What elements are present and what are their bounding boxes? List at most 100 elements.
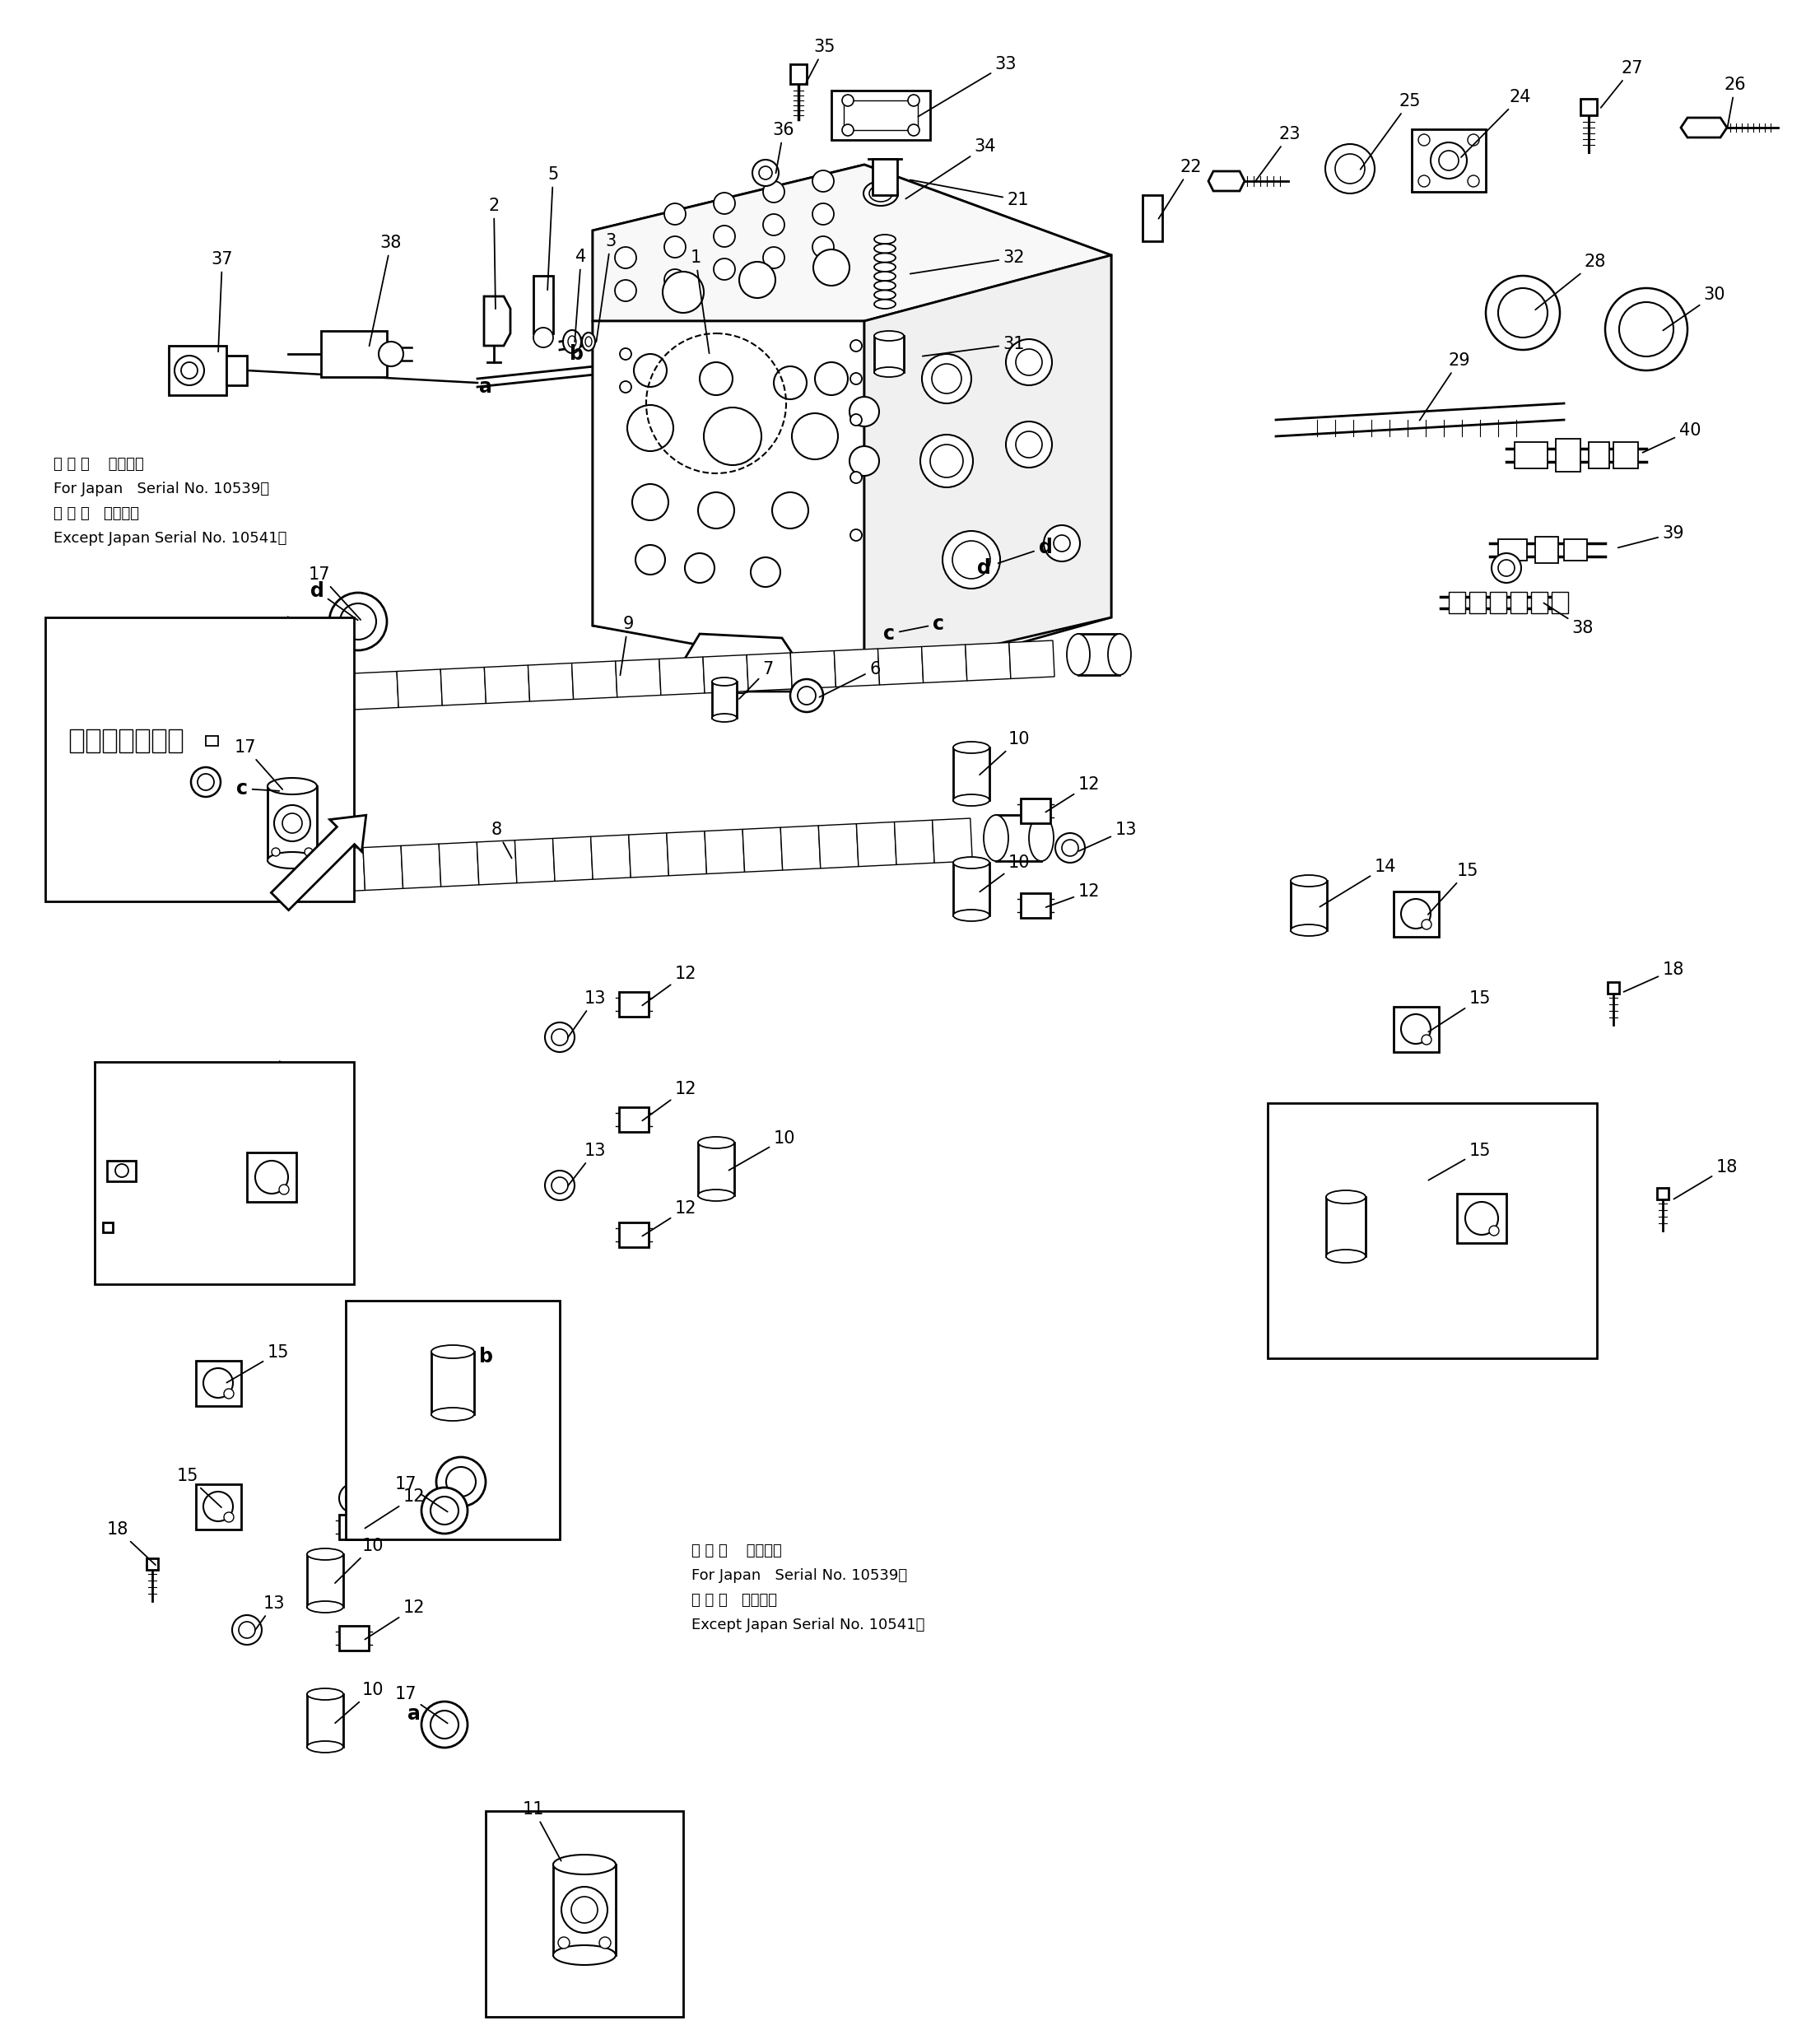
Bar (1020, 893, 1051, 918)
Circle shape (930, 444, 963, 478)
Polygon shape (1268, 1104, 1597, 1359)
Ellipse shape (307, 1688, 343, 1701)
Bar (843, 100, 917, 131)
Bar (1531, 593, 1548, 613)
Text: 6: 6 (820, 660, 881, 697)
Text: 15: 15 (177, 1468, 222, 1506)
Text: Except Japan Serial No. 10541～: Except Japan Serial No. 10541～ (692, 1617, 925, 1633)
Circle shape (421, 1488, 468, 1533)
Circle shape (280, 1186, 289, 1194)
Bar (206, 736, 219, 746)
Text: 37: 37 (211, 251, 233, 352)
Text: 9: 9 (619, 615, 634, 675)
Circle shape (255, 1161, 289, 1194)
Circle shape (1430, 143, 1466, 178)
Bar (954, 748, 990, 799)
Circle shape (1418, 135, 1430, 145)
Bar (340, 1625, 368, 1650)
Circle shape (1606, 288, 1687, 370)
Bar (1535, 538, 1559, 562)
Circle shape (204, 1367, 233, 1398)
Text: d: d (999, 538, 1053, 564)
Polygon shape (966, 642, 1011, 681)
Circle shape (181, 362, 197, 378)
Circle shape (430, 1496, 459, 1525)
Polygon shape (287, 850, 327, 893)
Circle shape (632, 484, 668, 521)
Circle shape (619, 380, 632, 392)
Text: 海 外 向   適用号機: 海 外 向 適用号機 (54, 507, 139, 521)
Circle shape (791, 679, 824, 711)
Circle shape (842, 94, 854, 106)
Circle shape (815, 362, 847, 394)
Bar (87, 730, 99, 752)
Ellipse shape (863, 182, 898, 206)
Text: 国 内 向    適用号機: 国 内 向 適用号機 (54, 458, 144, 472)
Text: 25: 25 (1360, 94, 1421, 170)
Circle shape (1055, 834, 1085, 863)
Circle shape (634, 354, 666, 386)
Text: 26: 26 (1725, 76, 1746, 129)
Bar (195, 1361, 242, 1406)
Circle shape (264, 775, 296, 807)
Bar (307, 1553, 343, 1607)
Text: 13: 13 (255, 1596, 285, 1631)
Bar (103, 1222, 112, 1233)
Bar (168, 730, 182, 752)
Ellipse shape (307, 1549, 343, 1560)
Bar (1020, 799, 1051, 824)
Bar (70, 730, 83, 752)
Circle shape (1053, 536, 1071, 552)
Text: 29: 29 (1420, 352, 1470, 421)
Text: 12: 12 (1046, 777, 1100, 811)
Polygon shape (345, 1300, 560, 1539)
Polygon shape (486, 1811, 683, 2017)
Circle shape (271, 848, 280, 856)
Circle shape (759, 166, 773, 180)
Text: 31: 31 (923, 335, 1026, 356)
Circle shape (842, 125, 854, 135)
Polygon shape (865, 256, 1111, 675)
Text: 12: 12 (365, 1488, 424, 1529)
Text: a: a (479, 376, 493, 397)
Ellipse shape (1067, 634, 1089, 675)
Ellipse shape (563, 329, 582, 354)
Circle shape (751, 558, 780, 587)
Bar (1457, 1194, 1506, 1243)
Polygon shape (592, 166, 1111, 321)
Text: 21: 21 (910, 180, 1029, 208)
Circle shape (446, 1468, 475, 1496)
Polygon shape (894, 820, 934, 865)
Ellipse shape (984, 816, 1008, 861)
Bar (340, 1515, 368, 1539)
Circle shape (636, 546, 665, 574)
Polygon shape (397, 668, 442, 707)
Bar (226, 356, 247, 384)
Circle shape (340, 603, 376, 640)
Text: d: d (311, 580, 358, 619)
Bar (533, 276, 553, 333)
Text: 15: 15 (1429, 989, 1492, 1032)
Polygon shape (573, 660, 618, 699)
Polygon shape (703, 654, 748, 693)
Circle shape (238, 1621, 255, 1637)
Ellipse shape (712, 677, 737, 685)
Circle shape (952, 542, 990, 578)
Circle shape (665, 237, 686, 258)
Polygon shape (363, 846, 403, 891)
Circle shape (614, 247, 636, 268)
Circle shape (1490, 1226, 1499, 1237)
Circle shape (571, 1897, 598, 1923)
Bar (1394, 1008, 1439, 1053)
Circle shape (1401, 899, 1430, 928)
Text: 18: 18 (107, 1521, 155, 1566)
Text: 13: 13 (567, 989, 607, 1038)
Text: 18: 18 (1674, 1159, 1737, 1200)
Ellipse shape (1107, 634, 1131, 675)
Circle shape (627, 405, 674, 452)
Circle shape (282, 814, 302, 834)
Text: 2: 2 (488, 198, 498, 309)
Text: c: c (237, 779, 280, 799)
Polygon shape (477, 840, 517, 885)
Ellipse shape (954, 910, 990, 922)
